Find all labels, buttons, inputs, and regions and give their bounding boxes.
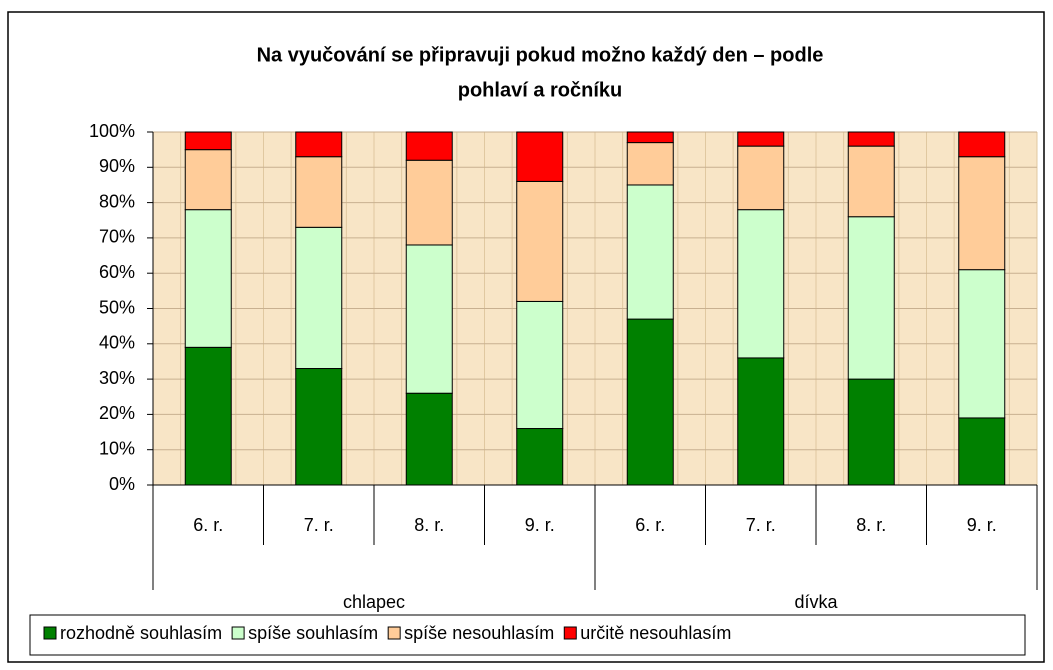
bar-segment xyxy=(737,209,785,359)
bar-segment xyxy=(958,131,1006,158)
bar-segment xyxy=(626,184,674,320)
bar-segment xyxy=(516,180,564,302)
x-tick-label: 7. r. xyxy=(746,515,776,535)
bar-segment xyxy=(295,131,343,158)
legend-label: určitě nesouhlasím xyxy=(580,623,731,643)
y-tick-label: 40% xyxy=(99,333,135,353)
bar-segment xyxy=(626,131,674,144)
x-tick-label: 9. r. xyxy=(525,515,555,535)
y-tick-label: 20% xyxy=(99,403,135,423)
x-tick-label: 8. r. xyxy=(414,515,444,535)
y-tick-label: 90% xyxy=(99,156,135,176)
bar-segment xyxy=(295,226,343,370)
bar-segment xyxy=(184,131,232,151)
x-tick-label: 9. r. xyxy=(967,515,997,535)
legend-swatch xyxy=(43,626,57,640)
bar-segment xyxy=(958,417,1006,486)
bar-segment xyxy=(847,131,895,147)
x-tick-label: 8. r. xyxy=(856,515,886,535)
bar-segment xyxy=(184,209,232,348)
chart-title: Na vyučování se připravuji pokud možno k… xyxy=(257,44,824,66)
legend-label: rozhodně souhlasím xyxy=(60,623,222,643)
bar-segment xyxy=(958,269,1006,419)
y-tick-label: 0% xyxy=(109,474,135,494)
bar-segment xyxy=(405,244,453,394)
bar-segment xyxy=(847,216,895,380)
bar-segment xyxy=(626,142,674,186)
bar-segment xyxy=(295,156,343,228)
bar-segment xyxy=(737,145,785,211)
bar-segment xyxy=(847,378,895,486)
legend-swatch xyxy=(563,626,577,640)
y-tick-label: 30% xyxy=(99,368,135,388)
bar-segment xyxy=(626,318,674,486)
bar-segment xyxy=(737,131,785,147)
bar-segment xyxy=(405,159,453,246)
bar-segment xyxy=(847,145,895,218)
bar-segment xyxy=(295,368,343,486)
bar-segment xyxy=(516,300,564,430)
y-tick-label: 60% xyxy=(99,262,135,282)
group-label: dívka xyxy=(794,592,838,612)
y-tick-label: 10% xyxy=(99,438,135,458)
y-tick-label: 70% xyxy=(99,227,135,247)
bar-segment xyxy=(184,346,232,486)
chart-title: pohlaví a ročníku xyxy=(458,79,622,101)
bar-segment xyxy=(958,156,1006,271)
x-tick-label: 6. r. xyxy=(635,515,665,535)
bar-segment xyxy=(405,392,453,486)
bar-segment xyxy=(184,149,232,211)
y-tick-label: 50% xyxy=(99,297,135,317)
bar-segment xyxy=(516,428,564,486)
legend-label: spíše souhlasím xyxy=(248,623,378,643)
legend-swatch xyxy=(231,626,245,640)
bar-segment xyxy=(516,131,564,182)
legend-swatch xyxy=(387,626,401,640)
bar-segment xyxy=(737,357,785,486)
legend-label: spíše nesouhlasím xyxy=(404,623,554,643)
x-tick-label: 6. r. xyxy=(193,515,223,535)
group-label: chlapec xyxy=(343,592,405,612)
x-tick-label: 7. r. xyxy=(304,515,334,535)
legend-box xyxy=(29,614,1026,656)
bar-segment xyxy=(405,131,453,161)
y-tick-label: 100% xyxy=(89,121,135,141)
y-tick-label: 80% xyxy=(99,191,135,211)
